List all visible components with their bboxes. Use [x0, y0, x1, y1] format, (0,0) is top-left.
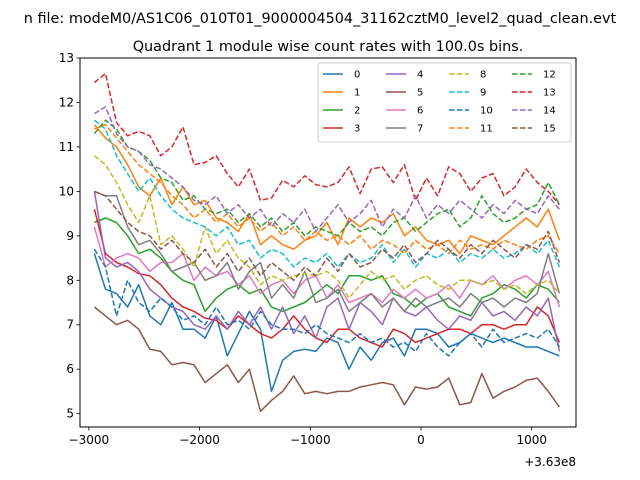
legend-label-1: 1	[354, 88, 360, 99]
legend-box	[317, 62, 572, 143]
legend-label-13: 13	[543, 88, 556, 99]
x-tick-label: 1000	[516, 433, 547, 447]
y-tick-label: 6	[66, 362, 74, 376]
series-line-3	[93, 209, 561, 348]
series-line-1	[93, 124, 561, 255]
series-line-5	[93, 306, 561, 413]
series-line-15	[94, 190, 561, 282]
series-line-11	[94, 123, 561, 255]
x-tick-label: 0	[417, 433, 425, 447]
y-tick-label: 10	[59, 184, 74, 198]
legend-label-15: 15	[543, 124, 556, 135]
series-line-13	[93, 72, 560, 206]
series-line-10	[93, 248, 561, 357]
legend-label-11: 11	[480, 124, 493, 135]
series-line-14	[94, 106, 560, 233]
legend-label-0: 0	[354, 70, 360, 81]
y-tick-label: 11	[59, 140, 74, 154]
x-tick-label: −3000	[69, 433, 110, 447]
y-tick-label: 13	[59, 51, 74, 65]
y-tick-label: 7	[66, 318, 74, 332]
legend-label-9: 9	[480, 88, 486, 99]
legend-label-8: 8	[480, 70, 486, 81]
legend-label-2: 2	[354, 106, 360, 117]
legend-label-4: 4	[417, 70, 423, 81]
y-tick-label: 8	[66, 273, 74, 287]
series-line-9	[93, 119, 561, 268]
x-tick-label: −2000	[179, 433, 220, 447]
x-offset-label: +3.63e8	[524, 455, 576, 469]
series-line-8	[93, 155, 560, 299]
legend-label-5: 5	[417, 88, 423, 99]
y-tick-label: 9	[66, 229, 74, 243]
series-line-0	[93, 253, 560, 393]
series-layer	[93, 72, 561, 413]
legend-label-6: 6	[417, 106, 423, 117]
legend-label-12: 12	[543, 70, 556, 81]
figure-suptitle: n file: modeM0/AS1C06_010T01_9000004504_…	[24, 11, 617, 27]
chart-title: Quadrant 1 module wise count rates with …	[133, 39, 524, 55]
y-tick-label: 12	[59, 95, 74, 109]
legend-label-10: 10	[480, 106, 493, 117]
series-line-7	[94, 190, 561, 313]
legend-label-14: 14	[543, 106, 556, 117]
plot-frame	[79, 57, 577, 428]
series-line-12	[93, 119, 561, 237]
legend-label-3: 3	[354, 124, 360, 135]
y-tick-label: 5	[66, 407, 74, 421]
legend-label-7: 7	[417, 124, 423, 135]
x-tick-label: −1000	[290, 433, 331, 447]
